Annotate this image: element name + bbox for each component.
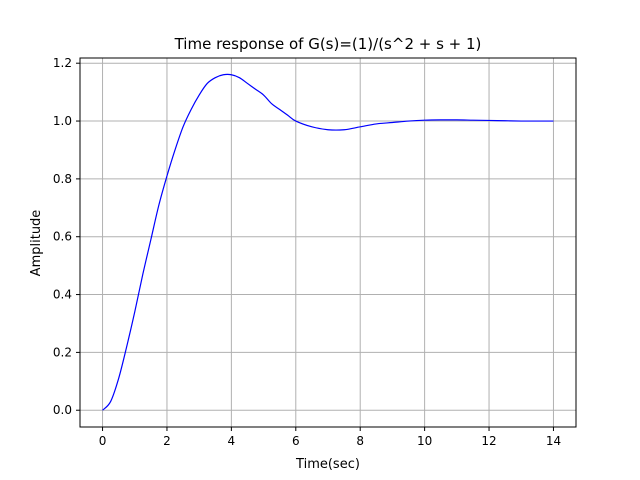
y-tick-label: 1.0 [53, 114, 72, 128]
y-axis-ticks: 0.0 0.2 0.4 0.6 0.8 1.0 1.2 [53, 56, 80, 417]
x-tick-label: 12 [481, 434, 496, 448]
x-tick-label: 2 [163, 434, 171, 448]
series-layer [102, 73, 554, 411]
x-tick-label: 10 [417, 434, 432, 448]
series-line [102, 73, 554, 411]
y-tick-label: 1.2 [53, 56, 72, 70]
y-tick-label: 0.6 [53, 230, 72, 244]
y-tick-label: 0.4 [53, 288, 72, 302]
x-tick-label: 4 [228, 434, 236, 448]
y-tick-label: 0.8 [53, 172, 72, 186]
plot-frame [79, 57, 577, 428]
y-tick-label: 0.0 [53, 403, 72, 417]
x-tick-label: 0 [99, 434, 107, 448]
x-axis-label: Time(sec) [295, 457, 360, 472]
y-tick-label: 0.2 [53, 345, 72, 359]
chart-title: Time response of G(s)=(1)/(s^2 + s + 1) [174, 35, 482, 53]
x-axis-ticks: 0 2 4 6 8 10 12 14 [99, 427, 561, 448]
grid-lines [80, 58, 576, 427]
y-axis-label: Amplitude [29, 210, 44, 277]
x-tick-label: 6 [292, 434, 300, 448]
x-tick-label: 14 [546, 434, 561, 448]
x-tick-label: 8 [356, 434, 364, 448]
